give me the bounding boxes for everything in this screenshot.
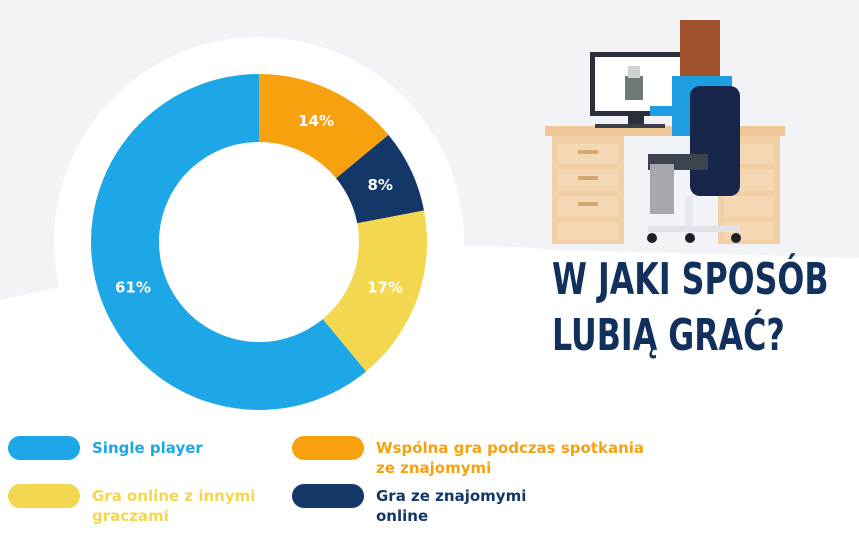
gamer-illustration bbox=[545, 20, 785, 244]
slice-label-3: 61% bbox=[115, 278, 151, 296]
legend-line: ze znajomymi bbox=[376, 459, 492, 477]
legend-line: online bbox=[376, 507, 429, 525]
keyboard bbox=[595, 124, 665, 128]
legend-swatch bbox=[292, 484, 364, 508]
drawer-7 bbox=[724, 196, 774, 216]
legend-label: Gra ze znajomymi online bbox=[376, 486, 526, 526]
handle-1 bbox=[578, 150, 598, 154]
legend-swatch bbox=[8, 436, 80, 460]
desk-top bbox=[545, 126, 785, 136]
slice-labels: 14% 8% 17% 61% bbox=[115, 112, 403, 297]
legend-item-gra-ze-znajomymi-online: Gra ze znajomymi online bbox=[292, 484, 526, 526]
person-leg bbox=[650, 164, 674, 214]
chair-base bbox=[648, 226, 740, 232]
person-hair bbox=[680, 20, 720, 80]
slice-label-2: 17% bbox=[367, 278, 403, 296]
chair-wheel-2 bbox=[685, 233, 695, 243]
handle-3 bbox=[578, 202, 598, 206]
legend-item-wspolna-gra: Wspólna gra podczas spotkania ze znajomy… bbox=[292, 436, 644, 478]
chair-wheel-3 bbox=[731, 233, 741, 243]
headline-line-2: LUBIĄ GRAĆ? bbox=[552, 310, 785, 361]
legend-line: Wspólna gra podczas spotkania bbox=[376, 439, 645, 457]
slice-label-0: 14% bbox=[298, 112, 334, 130]
legend-label: Wspólna gra podczas spotkania ze znajomy… bbox=[376, 438, 644, 478]
headline-line-1: W JAKI SPOSÓB bbox=[552, 254, 829, 305]
legend-line: Gra ze znajomymi bbox=[376, 487, 527, 505]
legend-item-single-player: Single player bbox=[8, 436, 203, 460]
slice-label-1: 8% bbox=[368, 176, 393, 194]
donut-hole bbox=[159, 142, 359, 342]
game-character bbox=[625, 76, 643, 100]
chair-wheel-1 bbox=[647, 233, 657, 243]
legend-swatch bbox=[8, 484, 80, 508]
person-arm bbox=[650, 106, 680, 116]
legend-label: Single player bbox=[92, 438, 203, 458]
monitor-stand bbox=[628, 116, 644, 124]
chair-back bbox=[690, 86, 740, 196]
legend-swatch bbox=[292, 436, 364, 460]
legend-label: Gra online z innymi graczami bbox=[92, 486, 255, 526]
legend-line: Gra online z innymi bbox=[92, 487, 256, 505]
headline: W JAKI SPOSÓB LUBIĄ GRAĆ? bbox=[552, 252, 829, 364]
drawer-4 bbox=[558, 222, 618, 240]
chair-post bbox=[685, 196, 693, 226]
legend-item-gra-online: Gra online z innymi graczami bbox=[8, 484, 255, 526]
handle-2 bbox=[578, 176, 598, 180]
legend-line: Single player bbox=[92, 439, 203, 457]
legend-line: graczami bbox=[92, 507, 169, 525]
game-character-head bbox=[628, 66, 640, 78]
